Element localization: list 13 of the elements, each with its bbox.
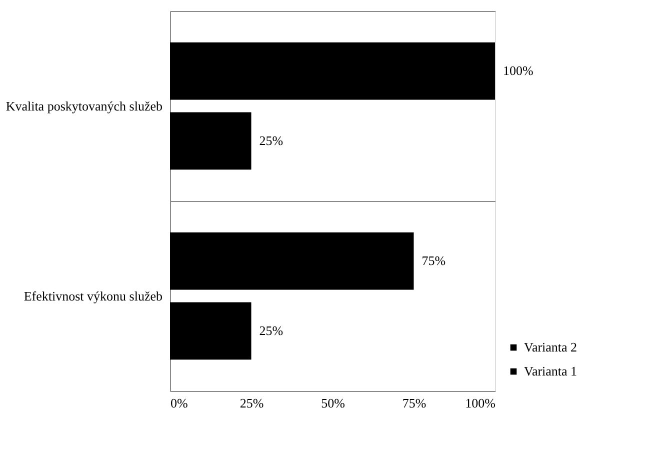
x-tick-label: 75% [402,396,426,410]
y-tick-label: Efektivnost výkonu služeb [24,288,162,304]
data-label: 100% [503,63,534,78]
data-label: 25% [259,322,284,338]
x-tick-label: 0% [170,396,188,410]
data-label: 25% [259,132,284,148]
data-label: 75% [422,253,446,268]
legend-label: Varianta 2 [524,340,578,354]
x-tick-label: 25% [240,396,264,410]
x-tick-label: 50% [321,396,346,410]
legend-label: Varianta 1 [524,364,578,378]
y-tick-label: Kvalita poskytovaných služeb [6,98,162,114]
x-tick-label: 100% [465,396,496,410]
